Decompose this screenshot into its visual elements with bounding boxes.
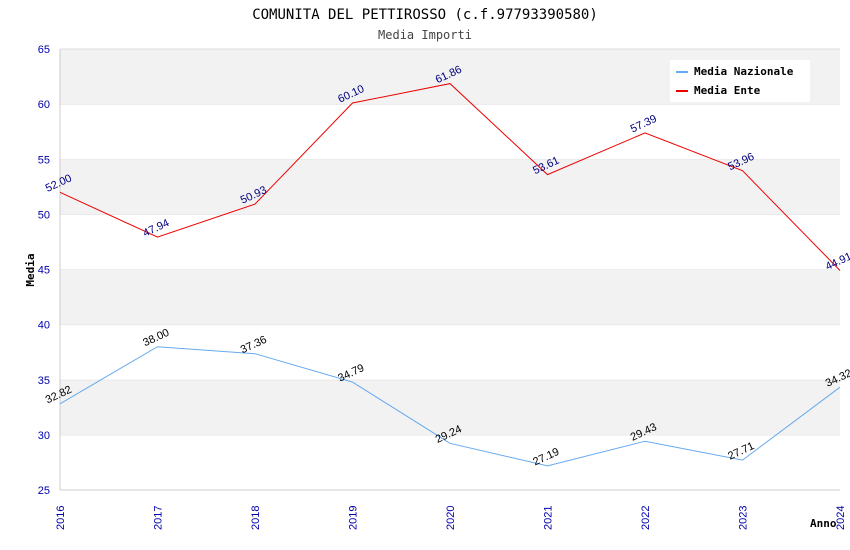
x-tick-label: 2018 [250,506,262,530]
y-axis-title: Media [24,253,37,286]
grid-band [60,434,840,490]
x-tick-label: 2016 [55,506,67,530]
grid-band [60,379,840,435]
legend-box [670,60,810,102]
x-tick-label: 2020 [445,506,457,530]
y-tick-label: 40 [38,320,50,332]
y-tick-label: 65 [38,44,50,56]
grid-bands [60,48,840,490]
series-lines [59,83,841,467]
legend-label-media-nazionale: Media Nazionale [694,65,794,78]
grid-band [60,159,840,215]
grid-band [60,104,840,160]
y-tick-label: 45 [38,265,50,277]
x-tick-label: 2023 [738,506,750,530]
grid-band [60,324,840,380]
grid-band [60,214,840,270]
legend-label-media-ente: Media Ente [694,84,761,97]
axes [59,49,840,491]
series-line-1 [59,83,841,271]
x-tick-label: 2024 [835,506,847,530]
x-tick-label: 2019 [348,506,360,530]
y-tick-label: 60 [38,99,50,111]
y-tick-label: 50 [38,209,50,221]
chart-title: COMUNITA DEL PETTIROSSO (c.f.97793390580… [252,7,598,23]
series-line-0 [59,346,841,467]
grid-band [60,269,840,325]
y-tick-label: 25 [38,485,50,497]
y-tick-label: 55 [38,154,50,166]
legend: Media Nazionale Media Ente [670,60,810,102]
x-tick-label: 2022 [640,506,652,530]
y-tick-label: 30 [38,430,50,442]
y-tick-label: 35 [38,375,50,387]
chart-subtitle: Media Importi [378,28,472,42]
y-tick-labels: 25 30 35 40 45 50 55 60 65 [38,44,50,497]
x-axis-title: Anno [810,517,837,530]
x-tick-labels: 2016 2017 2018 2019 2020 2021 2022 2023 2024 [55,506,847,530]
x-tick-label: 2017 [153,506,165,530]
x-tick-label: 2021 [543,506,555,530]
